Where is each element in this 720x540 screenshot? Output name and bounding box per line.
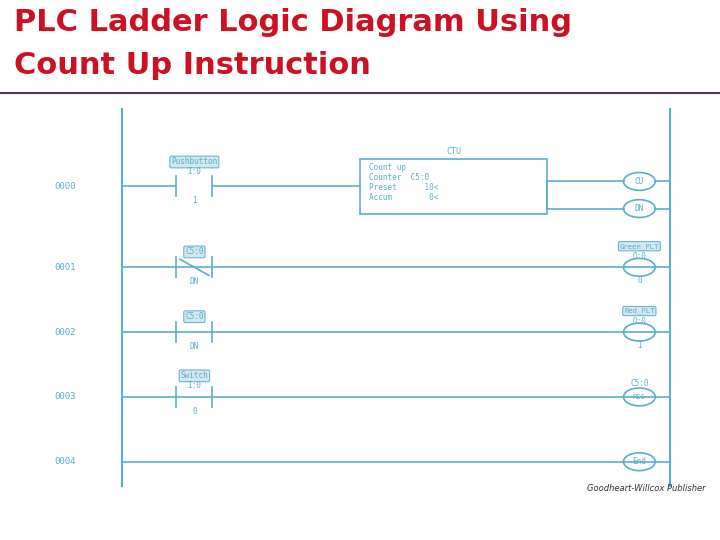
Text: DN: DN <box>635 204 644 213</box>
Text: O:0: O:0 <box>632 316 647 326</box>
Text: 0003: 0003 <box>54 393 76 401</box>
FancyBboxPatch shape <box>360 159 547 214</box>
Text: I:0: I:0 <box>187 381 202 390</box>
Text: C5:0: C5:0 <box>185 312 204 321</box>
Text: Count Up Instruction: Count Up Instruction <box>14 51 372 79</box>
Text: Red_PLT: Red_PLT <box>624 308 654 314</box>
Text: 1: 1 <box>637 341 642 350</box>
Text: C5:0: C5:0 <box>185 247 204 256</box>
Text: I:0: I:0 <box>187 167 202 176</box>
Text: 0000: 0000 <box>54 182 76 191</box>
Text: CTU: CTU <box>446 147 461 156</box>
Text: 0001: 0001 <box>54 263 76 272</box>
Text: Pushbutton: Pushbutton <box>171 158 217 166</box>
Text: Counter  C5:0: Counter C5:0 <box>369 173 429 181</box>
Text: CU: CU <box>635 177 644 186</box>
Text: DN: DN <box>190 342 199 351</box>
Text: End: End <box>632 457 647 466</box>
Text: Copyright Goodheart-Willcox Co., Inc.  May not be posted to a publicly accessibl: Copyright Goodheart-Willcox Co., Inc. Ma… <box>156 517 564 525</box>
Text: Preset      10<: Preset 10< <box>369 183 438 192</box>
Text: O:0: O:0 <box>632 252 647 261</box>
Text: Accum        0<: Accum 0< <box>369 193 438 202</box>
Text: C5:0: C5:0 <box>630 379 649 388</box>
Text: 0: 0 <box>192 407 197 416</box>
Text: PLC Ladder Logic Diagram Using: PLC Ladder Logic Diagram Using <box>14 8 572 37</box>
Text: Goodheart-Willcox Publisher: Goodheart-Willcox Publisher <box>587 484 706 492</box>
Text: RES: RES <box>633 394 646 400</box>
Text: Switch: Switch <box>181 372 208 380</box>
Text: 1: 1 <box>192 197 197 205</box>
Text: 0004: 0004 <box>54 457 76 466</box>
Text: Count up: Count up <box>369 163 405 172</box>
Text: 0: 0 <box>637 276 642 285</box>
Text: 0002: 0002 <box>54 328 76 336</box>
Text: DN: DN <box>190 277 199 286</box>
Text: Green_PLT: Green_PLT <box>620 243 659 249</box>
